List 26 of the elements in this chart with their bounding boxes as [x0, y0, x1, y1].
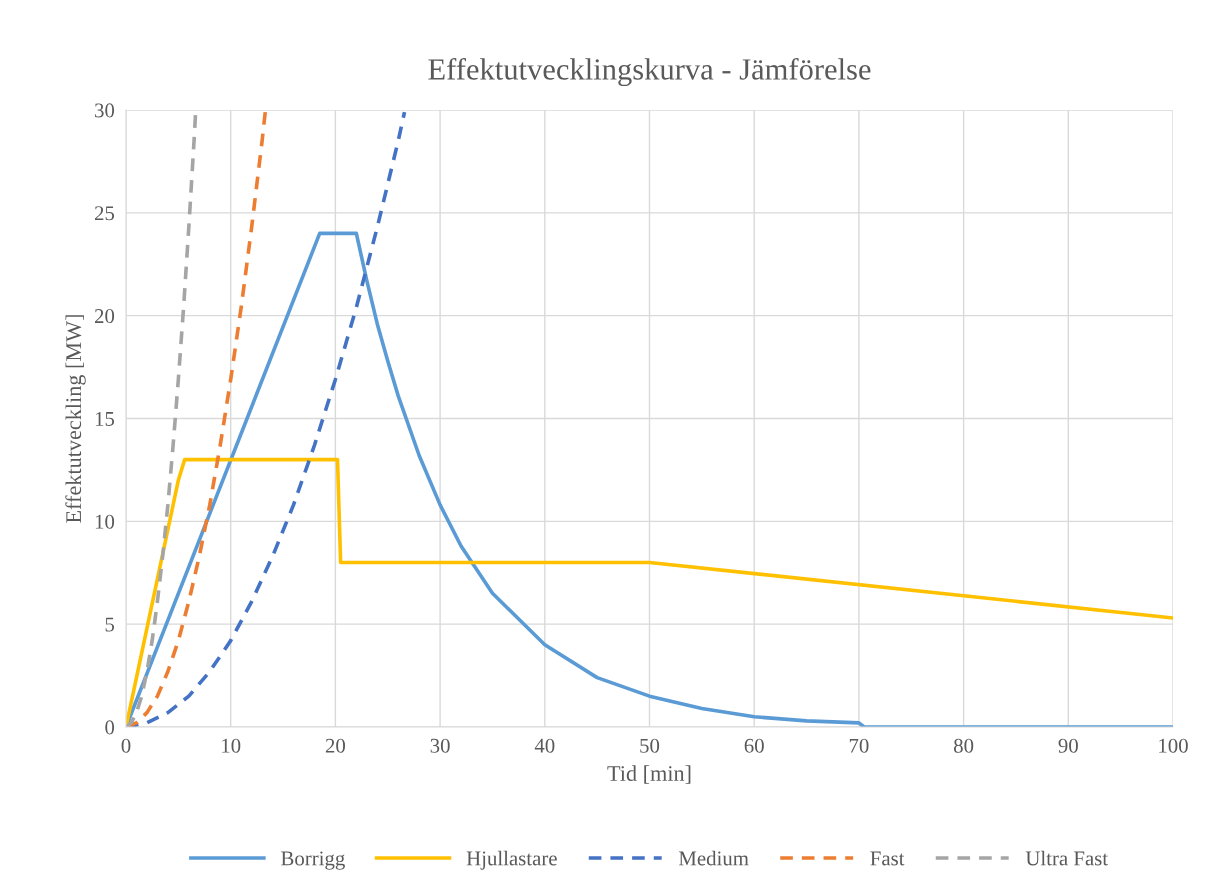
x-tick-label: 100: [1159, 738, 1188, 753]
legend-label: Borrigg: [281, 851, 345, 870]
y-tick-label: 30: [95, 103, 115, 118]
x-tick-label: 70: [849, 738, 869, 753]
x-tick-label: 90: [1058, 738, 1078, 753]
y-tick-label: 0: [105, 720, 115, 735]
legend-label: Ultra Fast: [1025, 850, 1108, 866]
x-tick-label: 40: [534, 738, 555, 753]
x-tick-label: 0: [121, 738, 131, 753]
x-tick-label: 20: [325, 738, 346, 753]
x-tick-label: 30: [430, 738, 450, 753]
x-tick-label: 60: [744, 738, 764, 753]
x-tick-label: 50: [640, 738, 660, 753]
legend-label: Medium: [678, 850, 749, 866]
x-tick-label: 80: [953, 738, 974, 753]
chart-title: Effektutvecklingskurva - Jämförelse: [428, 57, 871, 87]
y-tick-label: 15: [95, 411, 115, 426]
x-axis-title: Tid [min]: [607, 765, 691, 784]
legend-label: Hjullastare: [466, 850, 557, 870]
y-tick-label: 20: [94, 309, 115, 324]
x-tick-label: 10: [222, 738, 241, 753]
legend-label: Fast: [870, 851, 905, 866]
y-axis-title: Effektutveckling [MW]: [65, 315, 86, 523]
y-tick-label: 25: [94, 206, 115, 221]
y-tick-label: 5: [105, 617, 115, 632]
y-tick-label: 10: [95, 514, 115, 529]
